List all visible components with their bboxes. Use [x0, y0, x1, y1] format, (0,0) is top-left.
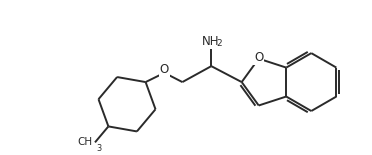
Text: NH: NH	[202, 35, 219, 48]
Text: 2: 2	[216, 39, 222, 48]
Text: O: O	[160, 63, 169, 76]
Text: O: O	[254, 51, 263, 64]
Text: 3: 3	[97, 144, 102, 153]
Text: CH: CH	[77, 137, 92, 147]
